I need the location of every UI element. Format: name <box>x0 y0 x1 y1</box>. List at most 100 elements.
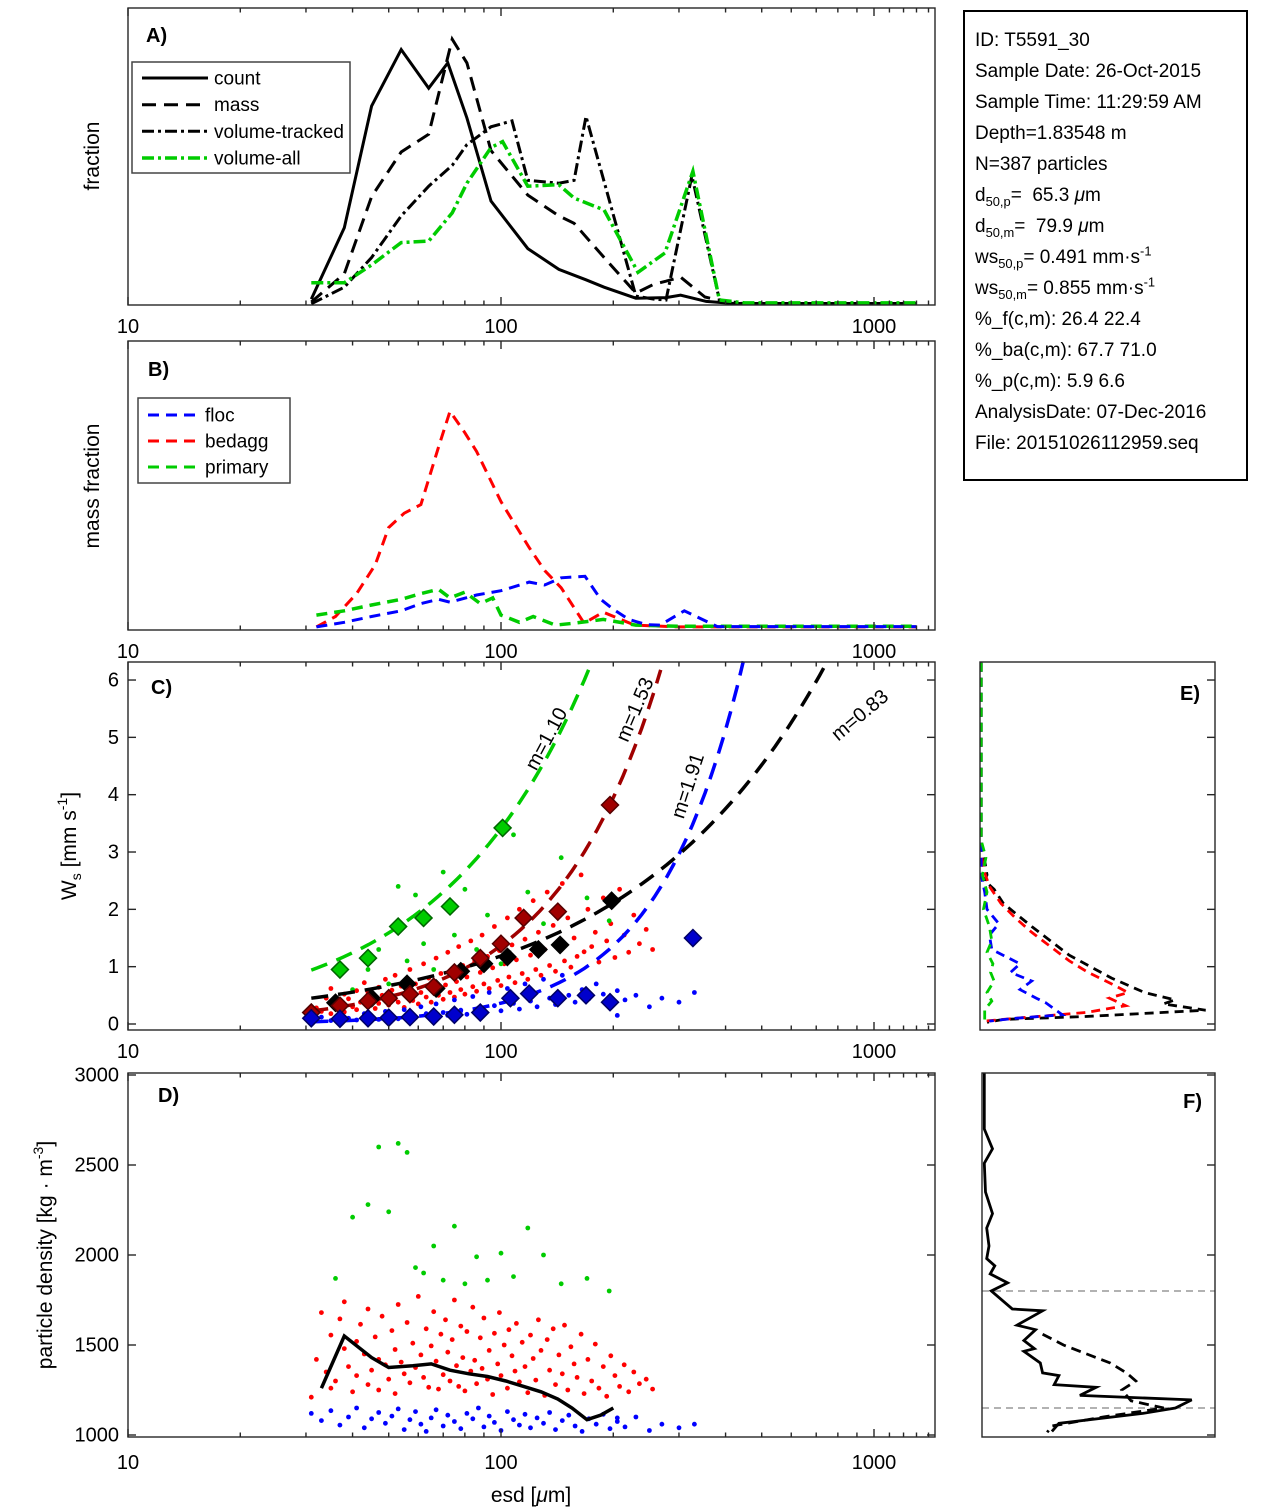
fit-all <box>311 663 828 1000</box>
xtick-label-row: 10 100 1000 <box>117 316 896 338</box>
fit-label-m=1.10: m=1.10 <box>521 704 572 774</box>
panel-tag: F) <box>1183 1091 1202 1113</box>
ytick-label: 2000 <box>75 1245 120 1267</box>
y-axis-label: Ws [mm s-1] <box>54 792 84 900</box>
svg-text:100: 100 <box>484 641 517 663</box>
frame-f <box>981 1072 1216 1438</box>
info-line-pct-f: %_f(c,m): 26.4 22.4 <box>975 309 1141 330</box>
frame-a <box>127 7 936 306</box>
info-line-ws50p: ws50,p= 0.491 mm·s-1 <box>975 243 1152 271</box>
legend-label-volume-all: volume-all <box>214 149 301 170</box>
info-line-d50m: d50,m= 79.9 μm <box>975 216 1105 240</box>
ytick-label: 0 <box>108 1014 119 1036</box>
legend-label-bedagg: bedagg <box>205 432 268 453</box>
frame-d: 1000 1500 2000 2500 3000 <box>75 1065 936 1447</box>
panel-f <box>982 1073 1215 1434</box>
x-axis-label: esd [μm] <box>491 1484 571 1507</box>
info-line-pct-p: %_p(c,m): 5.9 6.6 <box>975 371 1125 392</box>
info-line-d50p: d50,p= 65.3 μm <box>975 185 1101 209</box>
ytick-label: 1000 <box>75 1425 120 1447</box>
ytick-label: 6 <box>108 670 119 692</box>
curve-count <box>309 46 917 305</box>
scatter-primary-ws <box>333 832 612 1004</box>
ytick-label: 5 <box>108 727 119 749</box>
xtick-label-row: 10 100 1000 <box>117 1041 896 1063</box>
curve-mass <box>310 35 917 305</box>
curve-volume-tracked <box>310 115 917 306</box>
y-axis-label: fraction <box>81 122 104 191</box>
legend-b: floc bedagg primary <box>137 397 291 484</box>
info-line-depth: Depth=1.83548 m <box>975 123 1127 144</box>
info-line-n-particles: N=387 particles <box>975 154 1108 175</box>
svg-text:1000: 1000 <box>852 641 897 663</box>
info-line-sample-time: Sample Time: 11:29:59 AM <box>975 92 1202 113</box>
info-line-sample-date: Sample Date: 26-Oct-2015 <box>975 61 1202 82</box>
xtick-label-row: 10 100 1000 <box>117 1452 896 1474</box>
svg-text:1000: 1000 <box>852 1041 897 1063</box>
frame-e <box>979 661 1216 1031</box>
frame-b <box>127 340 936 631</box>
scatter-floc-density <box>308 1405 697 1434</box>
svg-text:1000: 1000 <box>852 1452 897 1474</box>
panel-tag: B) <box>148 359 169 381</box>
frame-c: 0 1 2 3 4 5 6 <box>108 661 936 1036</box>
panel-tag: D) <box>158 1085 179 1107</box>
scatter-bedagg-density <box>308 1294 655 1400</box>
ytick-label: 2500 <box>75 1155 120 1177</box>
curve-ws-dist-primary <box>979 662 996 1022</box>
info-line-id: ID: T5591_30 <box>975 30 1090 51</box>
fit-label-m=1.53: m=1.53 <box>612 675 659 746</box>
ytick-label: 3000 <box>75 1065 120 1087</box>
curve-median-density <box>319 1333 615 1422</box>
diamonds-binned-primary <box>330 818 513 980</box>
svg-text:100: 100 <box>484 1041 517 1063</box>
svg-text:100: 100 <box>484 1452 517 1474</box>
panel-tag: C) <box>151 677 172 699</box>
info-line-pct-ba: %_ba(c,m): 67.7 71.0 <box>975 340 1157 361</box>
svg-text:10: 10 <box>117 1041 139 1063</box>
svg-text:100: 100 <box>484 316 517 338</box>
info-line-analysis-date: AnalysisDate: 07-Dec-2016 <box>975 402 1207 423</box>
y-axis-label: particle density [kg · m-3] <box>30 1141 57 1369</box>
curve-ws-dist-floc <box>979 662 1067 1023</box>
scatter-primary-density <box>333 1141 612 1294</box>
svg-text:10: 10 <box>117 1452 139 1474</box>
panel-tag: A) <box>146 25 167 47</box>
y-axis-label: mass fraction <box>81 424 104 549</box>
ytick-label: 1500 <box>75 1335 120 1357</box>
panel-b <box>315 407 917 629</box>
info-line-ws50m: ws50,m= 0.855 mm·s-1 <box>975 274 1156 302</box>
legend-label-floc: floc <box>205 406 235 427</box>
panel-c: m=1.10 m=1.53m=1.91 m=0.83 <box>301 660 893 1029</box>
ytick-label: 4 <box>108 784 119 806</box>
fit-floc <box>311 660 746 1024</box>
svg-text:1000: 1000 <box>852 316 897 338</box>
panel-a <box>309 35 917 306</box>
panel-e <box>979 662 1206 1024</box>
svg-text:10: 10 <box>117 641 139 663</box>
legend-label-count: count <box>214 69 261 90</box>
xtick-label-row: 10 100 1000 <box>117 641 896 663</box>
legend-label-primary: primary <box>205 458 269 479</box>
sample-info-box: ID: T5591_30 Sample Date: 26-Oct-2015 Samp… <box>963 10 1248 481</box>
panel-d <box>308 1141 697 1434</box>
ytick-label: 2 <box>108 899 119 921</box>
ytick-label: 1 <box>108 956 119 978</box>
curve-density-profile <box>982 1073 1193 1433</box>
legend-label-volume-tracked: volume-tracked <box>214 122 344 143</box>
curve-density-profile-fit <box>1041 1332 1165 1434</box>
legend-label-mass: mass <box>214 95 259 116</box>
curve-bedagg <box>315 407 917 629</box>
curve-ws-dist-bedagg <box>979 662 1132 1023</box>
info-line-file: File: 20151026112959.seq <box>975 433 1199 454</box>
diamonds-binned-all <box>301 891 622 1023</box>
panel-tag: E) <box>1180 683 1200 705</box>
fit-primary <box>310 663 593 972</box>
fit-label-m=0.83: m=0.83 <box>827 686 893 746</box>
legend-a: count mass volume-tracked volume-all <box>131 61 351 174</box>
curve-volume-all <box>311 139 917 305</box>
curve-primary <box>316 587 917 629</box>
fit-label-m=1.91: m=1.91 <box>667 751 709 822</box>
